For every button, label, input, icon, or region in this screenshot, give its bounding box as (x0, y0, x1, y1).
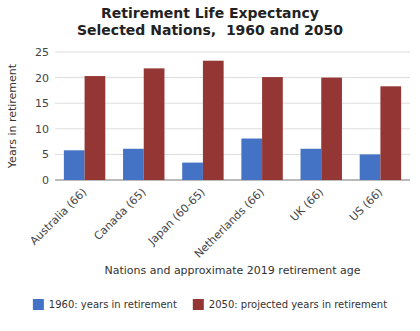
bars (64, 61, 401, 180)
bar (144, 68, 165, 180)
y-tick-label: 10 (35, 123, 49, 136)
bar (321, 78, 342, 180)
y-tick-label: 20 (35, 72, 49, 85)
x-tick-label: Netherlands (66) (192, 186, 267, 261)
y-tick-label: 5 (42, 148, 49, 161)
bar (360, 154, 381, 180)
y-axis-label: Years in retirement (6, 63, 19, 169)
grid-line (55, 52, 410, 53)
chart: Retirement Life ExpectancySelected Natio… (0, 0, 420, 331)
bar (85, 76, 106, 180)
x-axis-line (55, 180, 410, 181)
y-tick-label: 25 (35, 46, 49, 59)
grid-line (55, 180, 410, 181)
grid-line (55, 77, 410, 78)
bar (203, 61, 224, 180)
bar (182, 163, 203, 180)
y-tick-label: 15 (35, 97, 49, 110)
x-tick-label: Australia (66) (27, 186, 89, 248)
x-tick-label: UK (66) (288, 186, 326, 224)
y-tick-label: 0 (42, 174, 49, 187)
grid-line (55, 128, 410, 129)
legend-label: 2050: projected years in retirement (209, 299, 387, 310)
bar (301, 149, 322, 180)
bar (64, 150, 85, 180)
legend-label: 1960: years in retirement (49, 299, 177, 310)
x-tick-label: Canada (65) (91, 186, 148, 243)
x-tick-label: US (66) (347, 186, 385, 224)
x-tick-label: Japan (60-65) (145, 186, 208, 249)
bar (262, 77, 283, 180)
background (0, 0, 420, 331)
legend-swatch (33, 299, 44, 310)
x-axis-label: Nations and approximate 2019 retirement … (104, 264, 360, 277)
bar (380, 86, 401, 180)
title-line: Retirement Life Expectancy (101, 5, 319, 21)
bar (241, 139, 262, 180)
grid-line (55, 103, 410, 104)
bar (123, 149, 144, 180)
legend-swatch (193, 299, 204, 310)
legend: 1960: years in retirement 2050: projected… (33, 299, 387, 310)
title-line: Selected Nations, 1960 and 2050 (77, 22, 343, 38)
grid-line (55, 154, 410, 155)
title: Retirement Life ExpectancySelected Natio… (77, 5, 343, 38)
